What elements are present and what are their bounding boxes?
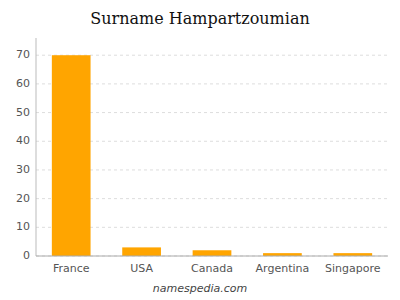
y-tick-label: 50	[16, 106, 30, 119]
grid	[36, 55, 388, 256]
y-tick-label: 0	[23, 249, 30, 262]
x-axis-line	[36, 256, 388, 257]
x-tick-label: Singapore	[325, 262, 381, 275]
x-tick-label: France	[53, 262, 90, 275]
grid-line	[36, 256, 388, 257]
title: Surname Hampartzoumian	[90, 9, 310, 28]
x-tick-label: Argentina	[256, 262, 310, 275]
footer: namespedia.com	[153, 282, 247, 295]
bar	[193, 250, 232, 256]
chart-container: 0 10 20 30 40 50 60 70 France USA Canada Argentina S…	[0, 0, 400, 300]
y-tick-label: 30	[16, 163, 30, 176]
bars	[52, 55, 372, 256]
y-tick-label: 60	[16, 77, 30, 90]
x-tick-label: Canada	[191, 262, 233, 275]
bar	[122, 247, 161, 256]
y-tick-label: 20	[16, 192, 30, 205]
y-tick-label: 40	[16, 134, 30, 147]
y-axis-line	[36, 38, 37, 256]
bar	[52, 55, 91, 256]
chart: 0 10 20 30 40 50 60 70 France USA Canada Argentina S…	[0, 0, 400, 300]
y-tick-label: 10	[16, 220, 30, 233]
x-tick-label: USA	[130, 262, 153, 275]
y-tick-label: 70	[16, 48, 30, 61]
